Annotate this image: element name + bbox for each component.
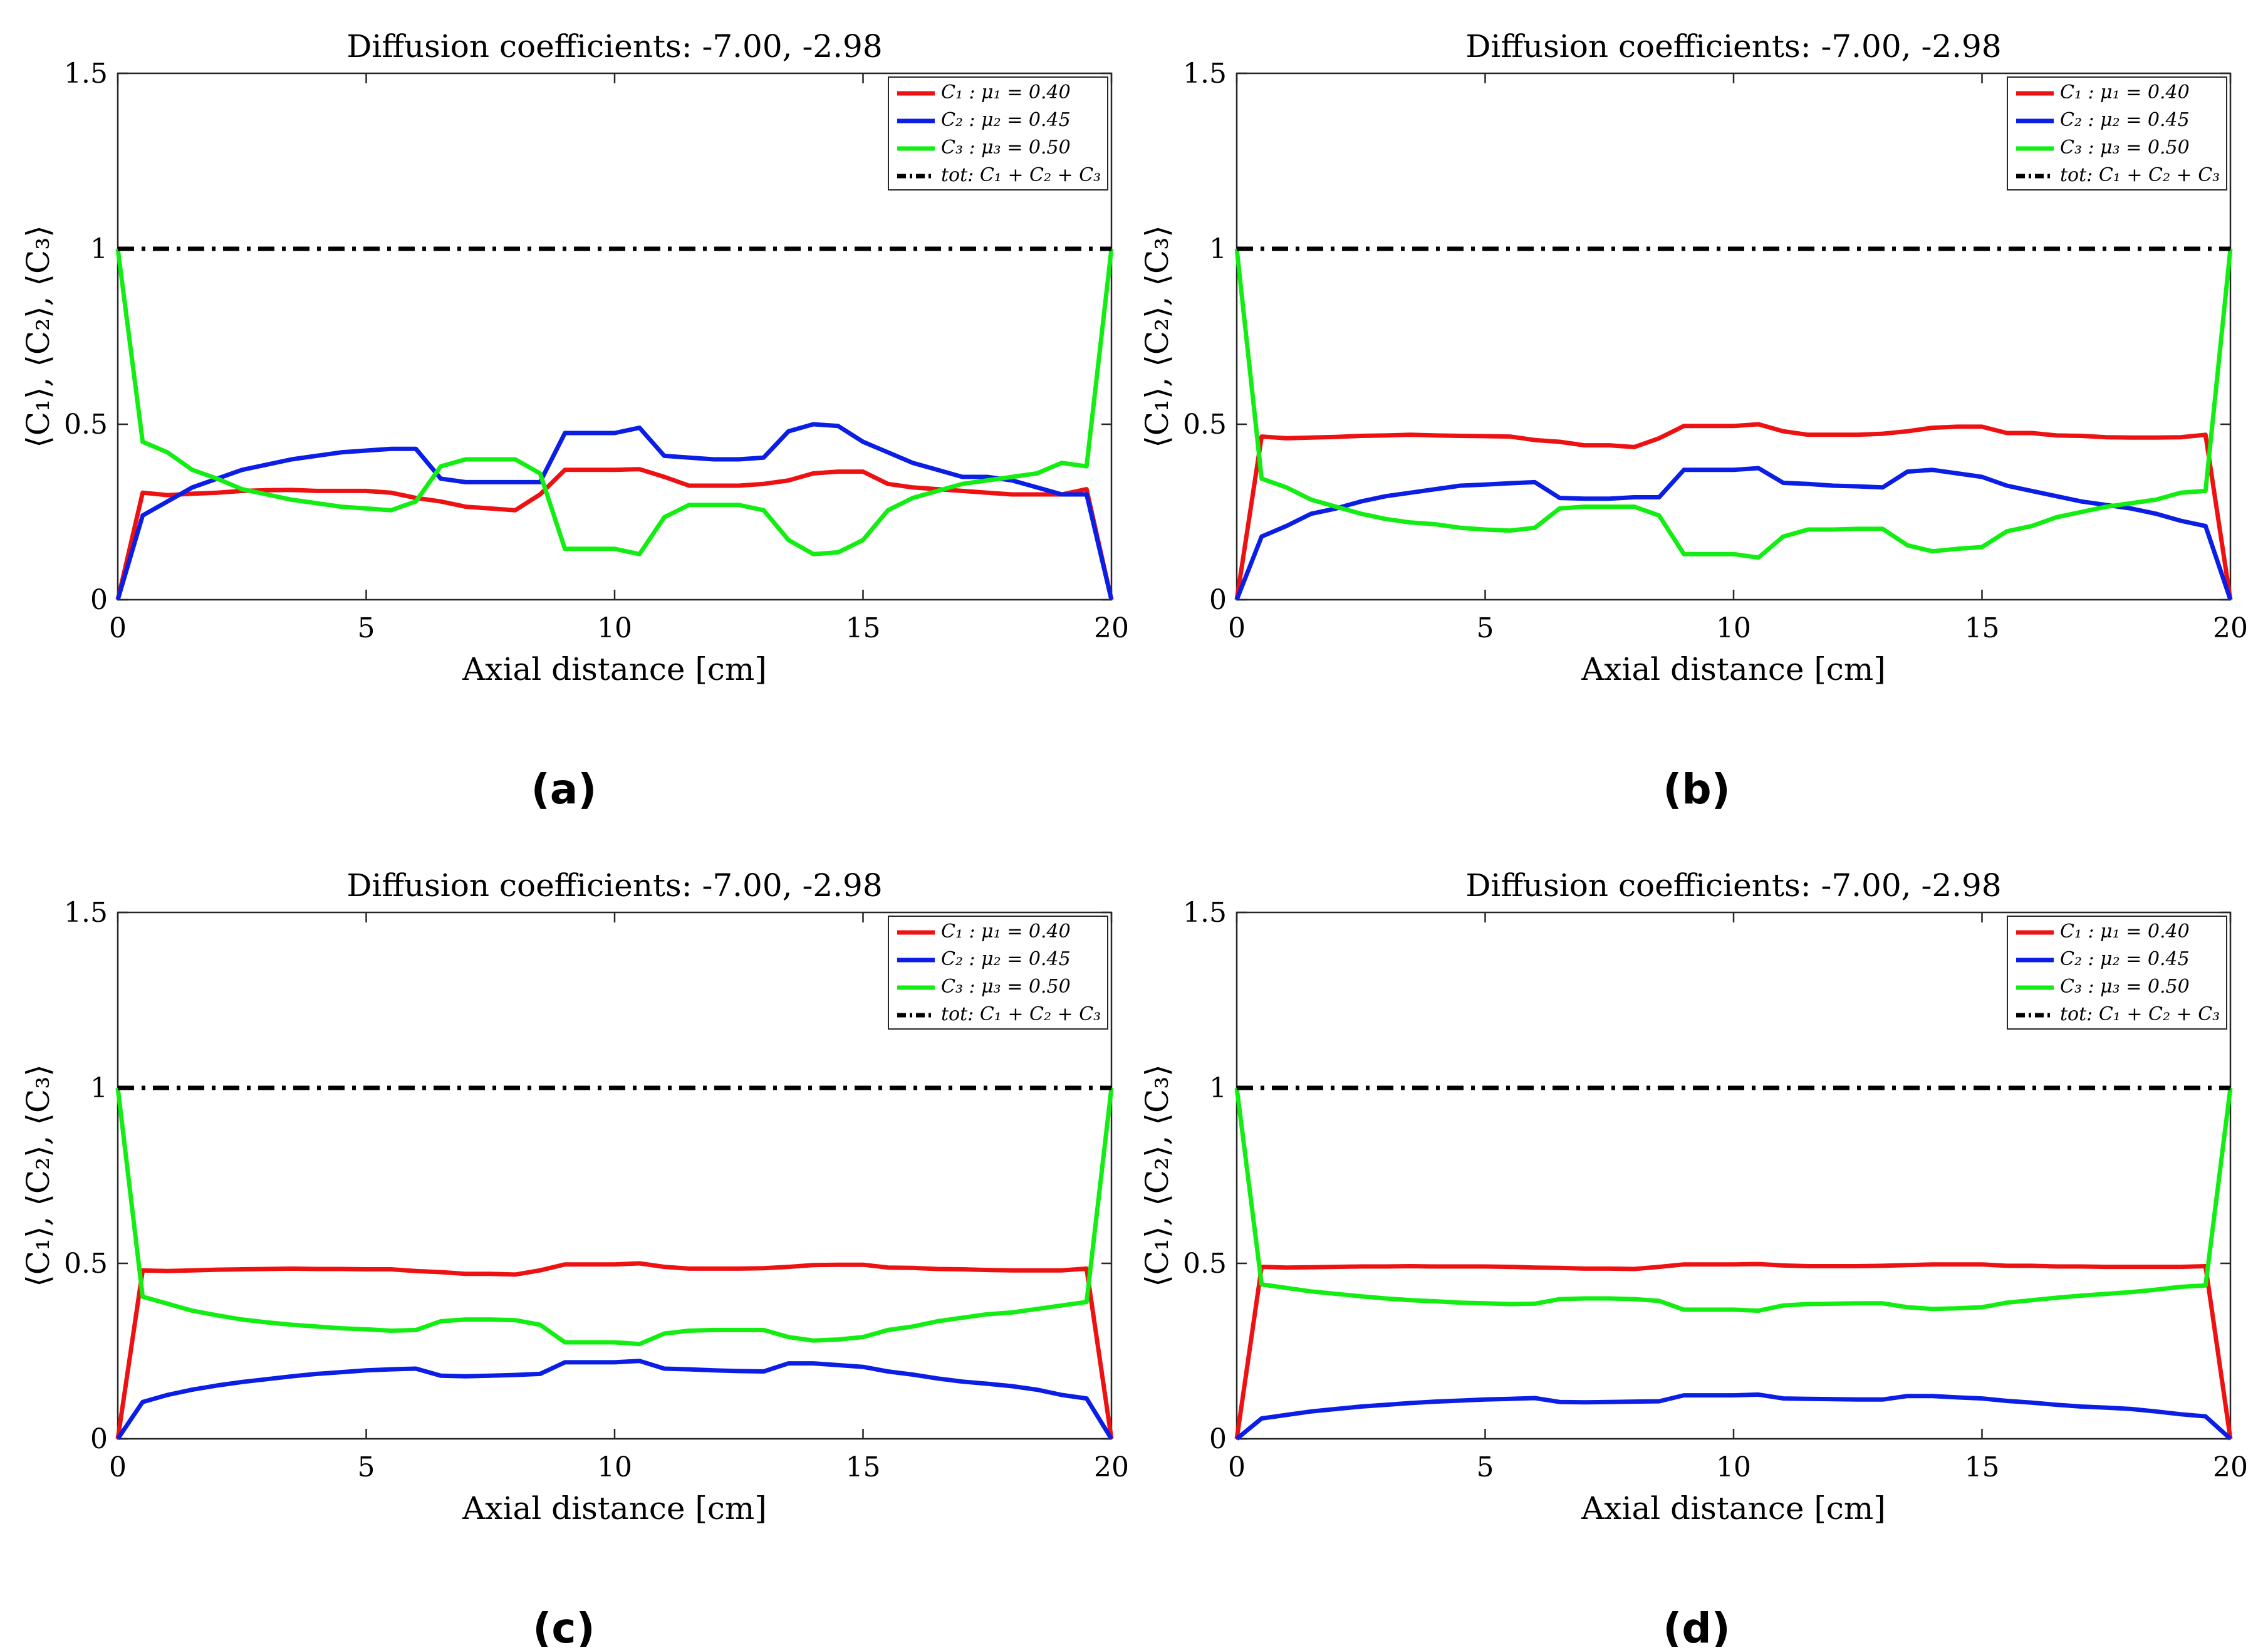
y-tick-label: 1.5 <box>1183 897 1227 929</box>
legend: C₁ : μ₁ = 0.40 C₂ : μ₂ = 0.45 C₃ : μ₃ = 0.… <box>888 916 1108 1030</box>
legend-box <box>2007 916 2227 1030</box>
x-tick-label: 0 <box>109 612 127 644</box>
x-tick-label: 0 <box>1228 1451 1246 1483</box>
x-tick-label: 15 <box>1965 1451 2000 1483</box>
y-tick-label: 0.5 <box>1183 409 1227 441</box>
x-tick-label: 0 <box>109 1451 127 1483</box>
series-line-c3 <box>1234 1087 2233 1313</box>
series-line-c2 <box>116 1359 1113 1440</box>
y-tick-label: 0 <box>1209 1423 1227 1455</box>
x-tick-label: 15 <box>846 612 881 644</box>
y-tick-label: 1 <box>90 1072 108 1104</box>
y-tick-label: 1.5 <box>64 897 108 929</box>
x-tick-label: 5 <box>1477 612 1494 644</box>
y-tick-label: 0.5 <box>64 1248 108 1280</box>
y-tick-label: 1 <box>1209 233 1227 265</box>
chart-title: Diffusion coefficients: -7.00, -2.98 <box>1465 867 2001 904</box>
y-axis-label: ⟨C₁⟩, ⟨C₂⟩, ⟨C₃⟩ <box>20 1064 56 1287</box>
y-tick-label: 0 <box>90 1423 108 1455</box>
chart-panel-c: 0 5 10 15 20 0 0.5 1 1.5 Diffusion coefficients: … <box>20 867 1129 1527</box>
x-axis-label: Axial distance [cm] <box>1581 1490 1886 1527</box>
legend: C₁ : μ₁ = 0.40 C₂ : μ₂ = 0.45 C₃ : μ₃ = 0.… <box>2007 76 2227 191</box>
x-tick-label: 0 <box>1228 612 1246 644</box>
legend-entry: C₃ : μ₃ = 0.50 <box>941 976 1071 998</box>
series-line-c1 <box>115 1261 1114 1439</box>
series-line-c2 <box>115 422 1114 600</box>
x-tick-label: 10 <box>597 612 632 644</box>
y-tick-label: 1.5 <box>1183 58 1227 90</box>
chart-title: Diffusion coefficients: -7.00, -2.98 <box>346 28 882 65</box>
legend-entry: C₁ : μ₁ = 0.40 <box>941 81 1071 103</box>
legend-entry: C₂ : μ₂ = 0.45 <box>941 109 1071 131</box>
x-tick-label: 15 <box>846 1451 881 1483</box>
legend-entry: C₂ : μ₂ = 0.45 <box>941 948 1071 970</box>
y-tick-label: 1 <box>1209 1072 1227 1104</box>
legend-entry: C₃ : μ₃ = 0.50 <box>2060 976 2190 998</box>
y-axis-label: ⟨C₁⟩, ⟨C₂⟩, ⟨C₃⟩ <box>1139 1064 1175 1287</box>
x-tick-label: 10 <box>1716 612 1751 644</box>
legend-entry: C₃ : μ₃ = 0.50 <box>941 137 1071 159</box>
panel-label: (c) <box>533 1604 595 1647</box>
chart-panel-d: 0 5 10 15 20 0 0.5 1 1.5 Diffusion coefficients: … <box>1139 867 2248 1527</box>
y-tick-label: 0.5 <box>64 409 108 441</box>
series-line-c3 <box>1234 248 2233 560</box>
legend-box <box>888 916 1108 1030</box>
legend: C₁ : μ₁ = 0.40 C₂ : μ₂ = 0.45 C₃ : μ₃ = 0.… <box>2007 916 2227 1030</box>
y-tick-label: 0 <box>1209 584 1227 616</box>
x-tick-label: 20 <box>1094 612 1129 644</box>
panel-label: (a) <box>531 765 597 813</box>
legend-entry: C₁ : μ₁ = 0.40 <box>941 921 1071 942</box>
legend-entry: C₁ : μ₁ = 0.40 <box>2060 921 2190 942</box>
x-tick-label: 15 <box>1965 612 2000 644</box>
x-axis-label: Axial distance [cm] <box>462 1490 767 1527</box>
x-tick-label: 20 <box>2213 612 2248 644</box>
series-line-c2 <box>1234 466 2233 601</box>
series-line-c1 <box>1234 1261 2233 1439</box>
chart-panel-b: 0 5 10 15 20 0 0.5 1 1.5 Diffusion coefficients: … <box>1139 28 2248 687</box>
legend-entry: C₃ : μ₃ = 0.50 <box>2060 137 2190 159</box>
x-tick-label: 5 <box>358 1451 375 1483</box>
x-axis-label: Axial distance [cm] <box>1581 651 1886 687</box>
y-tick-label: 1.5 <box>64 58 108 90</box>
legend-entry: tot: C₁ + C₂ + C₃ <box>2060 1003 2220 1025</box>
chart-title: Diffusion coefficients: -7.00, -2.98 <box>1465 28 2001 65</box>
x-axis-label: Axial distance [cm] <box>462 651 767 687</box>
series-line-c2 <box>1235 1392 2232 1441</box>
series-line-c3 <box>115 248 1114 556</box>
series-line-c3 <box>115 1087 1114 1347</box>
y-tick-label: 1 <box>90 233 108 265</box>
y-tick-label: 0 <box>90 584 108 616</box>
legend-entry: tot: C₁ + C₂ + C₃ <box>941 1003 1101 1025</box>
panel-label: (d) <box>1663 1604 1730 1647</box>
legend-entry: C₂ : μ₂ = 0.45 <box>2060 948 2190 970</box>
x-tick-label: 10 <box>597 1451 632 1483</box>
legend-box <box>888 76 1108 191</box>
panel-label: (b) <box>1663 765 1730 813</box>
legend: C₁ : μ₁ = 0.40 C₂ : μ₂ = 0.45 C₃ : μ₃ = 0.… <box>888 76 1108 191</box>
legend-entry: tot: C₁ + C₂ + C₃ <box>2060 164 2220 186</box>
chart-title: Diffusion coefficients: -7.00, -2.98 <box>346 867 882 904</box>
x-tick-label: 20 <box>2213 1451 2248 1483</box>
legend-box <box>2007 76 2227 191</box>
x-tick-label: 5 <box>1477 1451 1494 1483</box>
y-axis-label: ⟨C₁⟩, ⟨C₂⟩, ⟨C₃⟩ <box>1139 225 1175 448</box>
series-line-c1 <box>1234 422 2233 600</box>
x-tick-label: 20 <box>1094 1451 1129 1483</box>
chart-panel-a: 0 5 10 15 20 0 0.5 1 1.5 Diffusion coefficients: … <box>20 28 1129 687</box>
legend-entry: C₁ : μ₁ = 0.40 <box>2060 81 2190 103</box>
y-axis-label: ⟨C₁⟩, ⟨C₂⟩, ⟨C₃⟩ <box>20 225 56 448</box>
x-tick-label: 10 <box>1716 1451 1751 1483</box>
legend-entry: C₂ : μ₂ = 0.45 <box>2060 109 2190 131</box>
legend-entry: tot: C₁ + C₂ + C₃ <box>941 164 1101 186</box>
y-tick-label: 0.5 <box>1183 1248 1227 1280</box>
x-tick-label: 5 <box>358 612 375 644</box>
